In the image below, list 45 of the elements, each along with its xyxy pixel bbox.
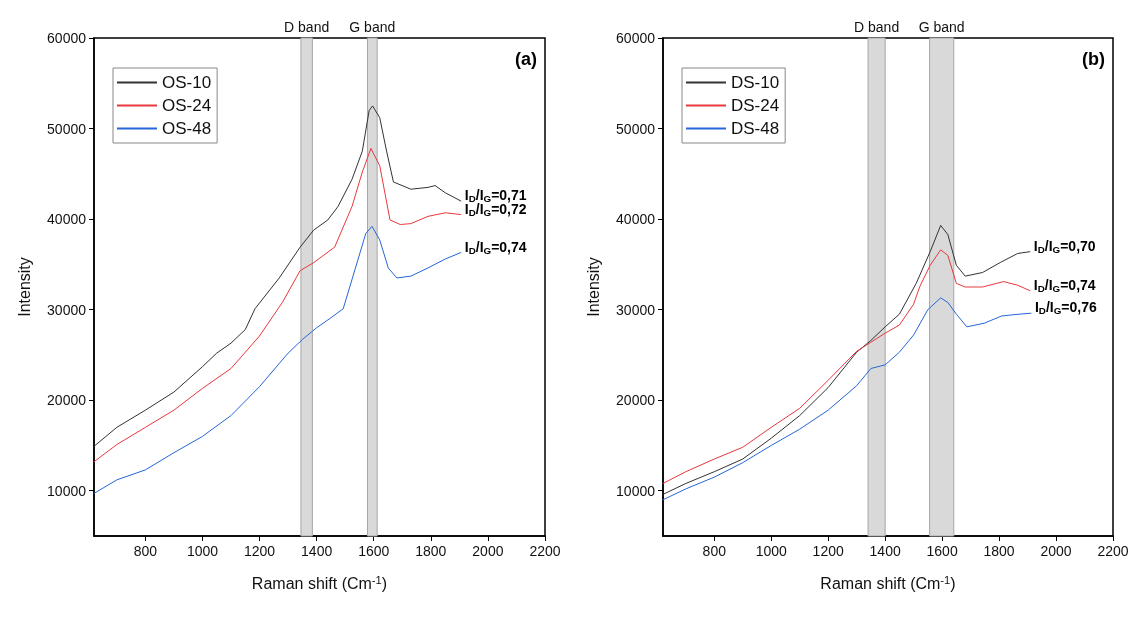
y-tick-label: 60000	[616, 30, 656, 46]
annotation: (b)	[1082, 49, 1106, 69]
legend-label: OS-48	[162, 119, 212, 138]
x-tick-label: 2000	[472, 543, 504, 559]
band-label: G band	[349, 18, 396, 35]
x-tick-label: 1200	[243, 543, 276, 559]
x-tick-label: 1000	[755, 543, 788, 559]
x-tick-label: 1600	[358, 543, 390, 559]
legend-label: OS-10	[162, 73, 212, 92]
y-tick-label: 20000	[616, 392, 656, 409]
band-label: D band	[854, 18, 900, 35]
band-label: G band	[918, 18, 965, 35]
y-tick-label: 50000	[47, 120, 87, 137]
x-tick-label: 1800	[415, 543, 447, 559]
y-tick-label: 40000	[616, 211, 656, 228]
y-tick-label: 10000	[616, 482, 656, 499]
legend-label: DS-24	[731, 96, 780, 115]
y-tick-label: 50000	[616, 120, 656, 137]
x-tick-label: 1200	[812, 543, 844, 559]
x-tick-label: 800	[133, 543, 158, 559]
x-tick-label: 2000	[1040, 543, 1072, 559]
y-tick-label: 10000	[47, 482, 87, 499]
band-label: D band	[284, 18, 330, 35]
x-tick-label: 2200	[529, 543, 561, 559]
line-series	[662, 297, 1032, 501]
y-tick-label: 30000	[616, 301, 656, 318]
x-tick-label: 2200	[1097, 543, 1129, 559]
y-tick-label: 60000	[47, 30, 87, 46]
y-axis-title: Intensity	[15, 257, 33, 317]
line-series	[93, 225, 462, 494]
x-tick-label: 1600	[926, 543, 958, 559]
legend-label: DS-48	[731, 119, 780, 138]
y-tick-label: 30000	[47, 301, 87, 318]
legend-label: OS-24	[162, 96, 212, 115]
annotation: (a)	[515, 49, 538, 69]
y-axis-title: Intensity	[584, 257, 602, 317]
y-tick-label: 40000	[47, 211, 87, 228]
x-tick-label: 1400	[301, 543, 333, 559]
y-tick-label: 20000	[47, 392, 87, 409]
legend-label: DS-10	[731, 73, 780, 92]
x-tick-label: 1000	[186, 543, 219, 559]
line-series	[93, 147, 462, 463]
x-tick-label: 1800	[983, 543, 1015, 559]
x-tick-label: 1400	[869, 543, 901, 559]
x-tick-label: 800	[702, 543, 727, 559]
